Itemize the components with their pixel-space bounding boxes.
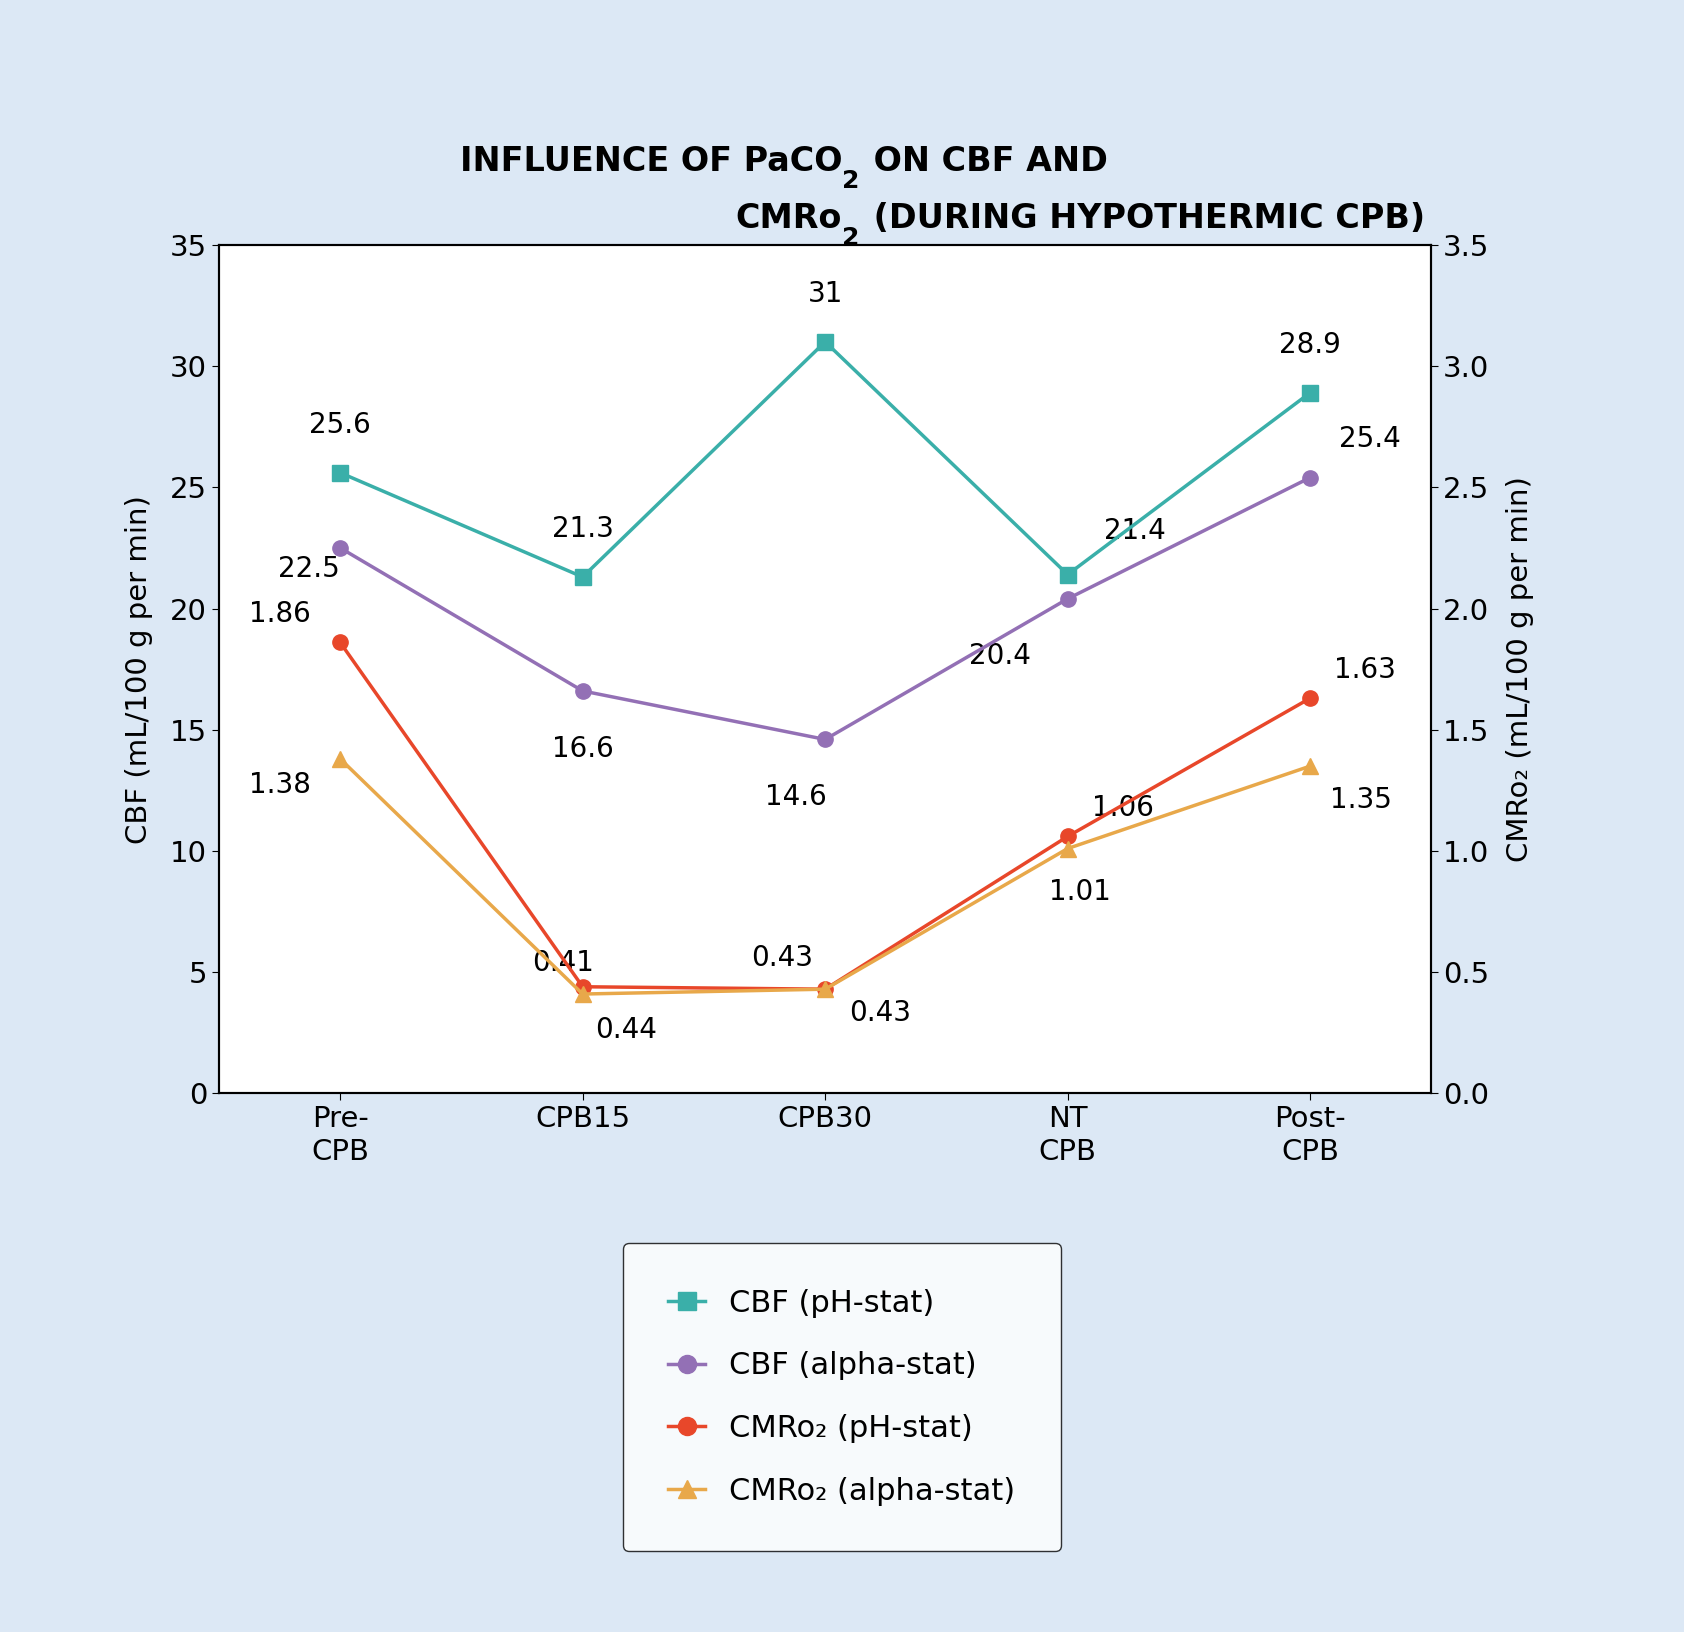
Text: INFLUENCE OF PaCO: INFLUENCE OF PaCO: [460, 145, 842, 178]
Text: 1.06: 1.06: [1091, 793, 1154, 823]
Text: 14.6: 14.6: [765, 783, 827, 811]
Text: (DURING HYPOTHERMIC CPB): (DURING HYPOTHERMIC CPB): [862, 202, 1425, 235]
Legend: CBF (pH-stat), CBF (alpha-stat), CMRo₂ (pH-stat), CMRo₂ (alpha-stat): CBF (pH-stat), CBF (alpha-stat), CMRo₂ (…: [623, 1244, 1061, 1552]
Text: 21.3: 21.3: [552, 516, 613, 543]
Text: CMRo: CMRo: [736, 202, 842, 235]
Text: ON CBF AND: ON CBF AND: [862, 145, 1108, 178]
Y-axis label: CMRo₂ (mL/100 g per min): CMRo₂ (mL/100 g per min): [1505, 477, 1534, 862]
Text: 2: 2: [842, 225, 859, 250]
Text: 1.86: 1.86: [249, 601, 312, 628]
Text: 25.6: 25.6: [310, 411, 370, 439]
Text: 28.9: 28.9: [1280, 331, 1340, 359]
Text: 0.41: 0.41: [532, 950, 594, 978]
Text: 21.4: 21.4: [1105, 517, 1165, 545]
Text: 22.5: 22.5: [278, 555, 340, 583]
Text: 16.6: 16.6: [552, 734, 613, 762]
Text: 2: 2: [842, 168, 859, 193]
Text: 0.43: 0.43: [849, 999, 911, 1027]
Text: 31: 31: [807, 279, 844, 308]
Text: 1.35: 1.35: [1330, 785, 1391, 813]
Text: 0.44: 0.44: [594, 1015, 657, 1044]
Text: 20.4: 20.4: [970, 643, 1031, 671]
Text: 1.63: 1.63: [1334, 656, 1396, 684]
Text: 1.38: 1.38: [249, 770, 312, 800]
Y-axis label: CBF (mL/100 g per min): CBF (mL/100 g per min): [125, 494, 153, 844]
Text: 1.01: 1.01: [1049, 878, 1111, 906]
Text: 25.4: 25.4: [1339, 426, 1401, 454]
Text: 0.43: 0.43: [751, 945, 813, 973]
